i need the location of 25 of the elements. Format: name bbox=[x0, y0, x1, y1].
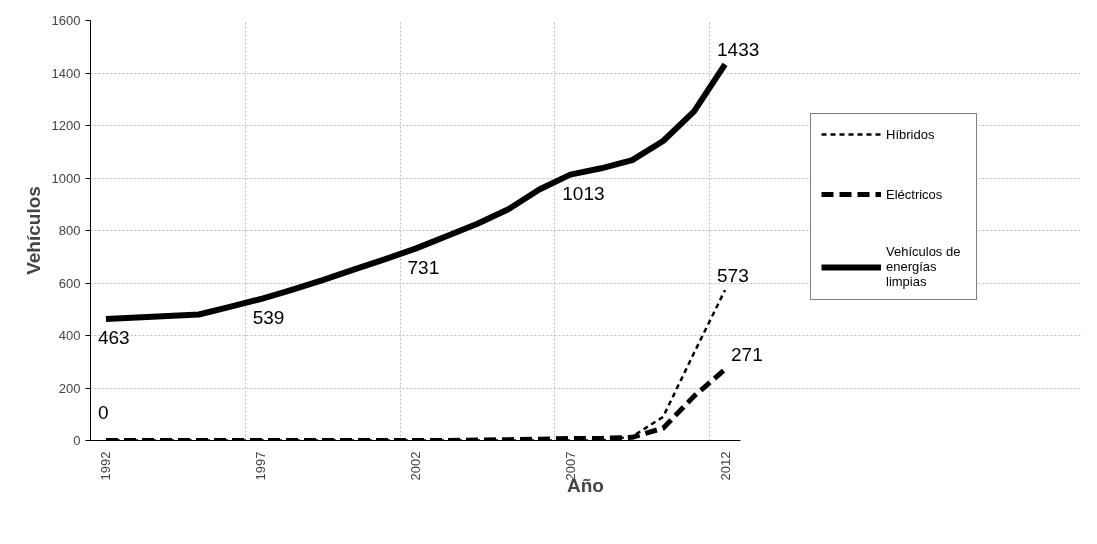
y-tick-label: 800 bbox=[58, 223, 81, 238]
y-tick-label: 400 bbox=[58, 328, 81, 343]
data-label: 271 bbox=[731, 344, 763, 366]
y-tick-label: 1400 bbox=[51, 65, 81, 81]
data-label: 0 bbox=[97, 401, 109, 423]
y-tick-label: 600 bbox=[58, 275, 81, 291]
data-label: 463 bbox=[97, 326, 130, 348]
y-tick-label: 0 bbox=[73, 433, 81, 448]
x-tick-label: 1992 bbox=[98, 451, 114, 481]
x-tick-label: 1997 bbox=[253, 451, 269, 481]
data-label: 539 bbox=[252, 307, 285, 329]
data-label: 731 bbox=[407, 256, 440, 278]
x-tick-label: 2002 bbox=[408, 451, 423, 481]
y-tick-label: 1200 bbox=[51, 118, 81, 133]
legend-label: Híbridos bbox=[886, 126, 936, 142]
y-tick-label: 200 bbox=[58, 380, 81, 396]
legend-label: Eléctricos bbox=[886, 186, 944, 202]
x-tick-label: 2012 bbox=[717, 451, 733, 481]
data-label: 1433 bbox=[717, 39, 760, 61]
y-axis-title: Vehículos bbox=[22, 186, 44, 275]
legend-label: Vehículos de energías limpias bbox=[886, 244, 962, 289]
y-tick-label: 1000 bbox=[51, 170, 81, 186]
y-tick-label: 1600 bbox=[51, 13, 81, 28]
data-label: 573 bbox=[717, 265, 749, 287]
data-label: 1013 bbox=[562, 182, 605, 204]
